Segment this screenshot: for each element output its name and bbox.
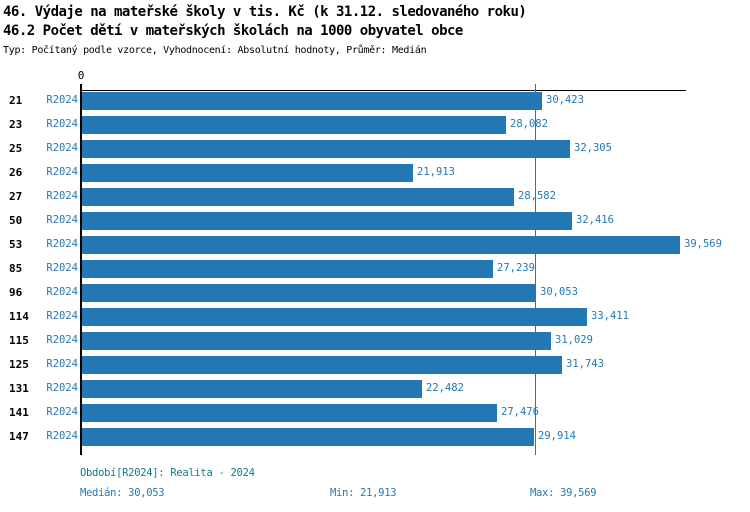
row-series-label: R2024 — [46, 286, 78, 298]
bar — [82, 308, 587, 326]
bar-value-label: 29,914 — [538, 430, 576, 442]
row-category-label: 50 — [9, 214, 23, 227]
y-axis-line — [80, 84, 82, 455]
row-series-label: R2024 — [46, 94, 78, 106]
bar-value-label: 28,582 — [518, 190, 556, 202]
bar — [82, 212, 572, 230]
row-series-label: R2024 — [46, 166, 78, 178]
row-category-label: 21 — [9, 94, 23, 107]
row-series-label: R2024 — [46, 214, 78, 226]
bar — [82, 284, 536, 302]
x-axis-top-line — [81, 90, 686, 91]
bar — [82, 236, 680, 254]
row-series-label: R2024 — [46, 334, 78, 346]
row-series-label: R2024 — [46, 358, 78, 370]
row-category-label: 27 — [9, 190, 23, 203]
bar — [82, 332, 551, 350]
x-axis-zero-tick-label: 0 — [77, 69, 85, 82]
chart-title-line2: 46.2 Počet dětí v mateřských školách na … — [3, 23, 463, 39]
footer-period-label: Období[R2024]: Realita - 2024 — [80, 467, 255, 479]
footer-median-stat: Medián: 30,053 — [80, 487, 165, 499]
bar — [82, 380, 422, 398]
row-category-label: 114 — [9, 310, 29, 323]
bar — [82, 164, 413, 182]
row-category-label: 53 — [9, 238, 23, 251]
row-category-label: 147 — [9, 430, 29, 443]
bar — [82, 92, 542, 110]
row-series-label: R2024 — [46, 406, 78, 418]
row-series-label: R2024 — [46, 118, 78, 130]
row-category-label: 25 — [9, 142, 23, 155]
bar-value-label: 27,476 — [501, 406, 539, 418]
bar-value-label: 33,411 — [591, 310, 629, 322]
median-reference-line — [535, 84, 536, 455]
row-category-label: 131 — [9, 382, 29, 395]
bar — [82, 428, 534, 446]
row-category-label: 23 — [9, 118, 23, 131]
chart-title-line1: 46. Výdaje na mateřské školy v tis. Kč (… — [3, 4, 527, 20]
row-series-label: R2024 — [46, 190, 78, 202]
row-series-label: R2024 — [46, 382, 78, 394]
chart-subtitle: Typ: Počítaný podle vzorce, Vyhodnocení:… — [3, 45, 427, 56]
bar-value-label: 30,423 — [546, 94, 584, 106]
row-series-label: R2024 — [46, 238, 78, 250]
bar-value-label: 32,416 — [576, 214, 614, 226]
bar — [82, 260, 493, 278]
bar — [82, 404, 497, 422]
bar-value-label: 39,569 — [684, 238, 722, 250]
row-category-label: 26 — [9, 166, 23, 179]
bar — [82, 356, 562, 374]
bar — [82, 140, 570, 158]
row-series-label: R2024 — [46, 430, 78, 442]
row-series-label: R2024 — [46, 310, 78, 322]
bar — [82, 116, 506, 134]
bar-value-label: 27,239 — [497, 262, 535, 274]
bar-value-label: 30,053 — [540, 286, 578, 298]
row-category-label: 96 — [9, 286, 23, 299]
row-series-label: R2024 — [46, 142, 78, 154]
row-category-label: 125 — [9, 358, 29, 371]
bar-value-label: 28,082 — [510, 118, 548, 130]
row-category-label: 115 — [9, 334, 29, 347]
bar-value-label: 32,305 — [574, 142, 612, 154]
bar-value-label: 31,029 — [555, 334, 593, 346]
row-series-label: R2024 — [46, 262, 78, 274]
footer-min-stat: Min: 21,913 — [330, 487, 397, 499]
row-category-label: 85 — [9, 262, 23, 275]
bar-value-label: 22,482 — [426, 382, 464, 394]
bar-value-label: 31,743 — [566, 358, 604, 370]
bar-value-label: 21,913 — [417, 166, 455, 178]
footer-max-stat: Max: 39,569 — [530, 487, 597, 499]
row-category-label: 141 — [9, 406, 29, 419]
bar — [82, 188, 514, 206]
